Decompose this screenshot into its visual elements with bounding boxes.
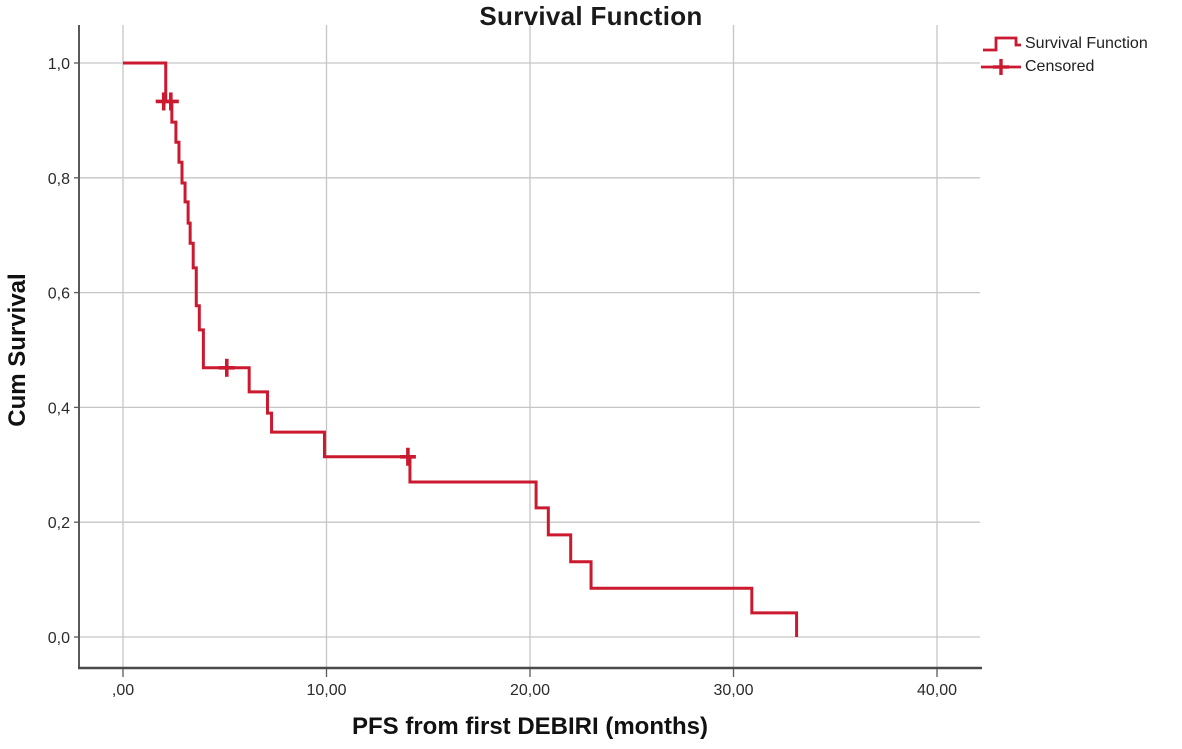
chart-title: Survival Function — [479, 1, 703, 31]
x-tick-label: 30,00 — [713, 682, 753, 699]
legend-label-censored: Censored — [1025, 57, 1095, 75]
y-tick-label: 0,4 — [48, 400, 70, 417]
legend: Survival Function Censored — [981, 32, 1148, 78]
survival-curve — [123, 61, 799, 637]
legend-item-survival-function: Survival Function — [981, 32, 1148, 55]
y-tick-label: 0,0 — [48, 630, 70, 647]
x-tick-label: ,00 — [112, 682, 134, 699]
x-tick-label: 10,00 — [306, 682, 346, 699]
step-line-icon — [983, 36, 1021, 51]
y-tick-label: 1,0 — [48, 56, 70, 73]
legend-item-censored: Censored — [981, 55, 1148, 78]
x-tick-label: 20,00 — [510, 682, 550, 699]
y-tick-label: 0,8 — [48, 171, 70, 188]
y-axis-title: Cum Survival — [4, 273, 31, 427]
y-tick-label: 0,6 — [48, 286, 70, 303]
legend-label-survival-function: Survival Function — [1025, 34, 1148, 52]
y-tick-label: 0,2 — [48, 515, 70, 532]
x-axis-title: PFS from first DEBIRI (months) — [351, 713, 708, 740]
x-tick-label: 40,00 — [917, 682, 957, 699]
plus-marker-icon — [981, 58, 1021, 75]
